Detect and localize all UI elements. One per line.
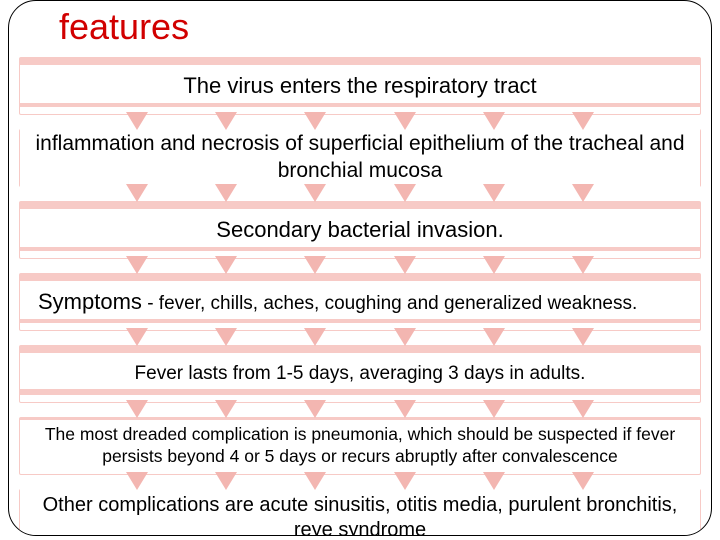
flow-container: The virus enters the respiratory tract i… [9,57,711,536]
arrow-set [19,184,701,202]
arrow-set [19,400,701,418]
down-arrow-icon [572,112,594,130]
symptoms-rest: - fever, chills, aches, coughing and gen… [142,293,637,314]
down-arrow-icon [304,112,326,130]
down-arrow-icon [126,328,148,346]
arrow-gap [19,115,701,129]
down-arrow-icon [304,256,326,274]
down-arrow-icon [572,400,594,418]
down-arrow-icon [572,472,594,490]
down-arrow-icon [126,400,148,418]
arrow-set [19,472,701,490]
down-arrow-icon [483,328,505,346]
down-arrow-icon [215,472,237,490]
down-arrow-icon [483,472,505,490]
flow-step: Secondary bacterial invasion. [19,201,701,259]
down-arrow-icon [483,256,505,274]
down-arrow-icon [394,184,416,202]
flow-step-text: The most dreaded complication is pneumon… [20,420,700,472]
down-arrow-icon [215,328,237,346]
down-arrow-icon [483,400,505,418]
down-arrow-icon [304,184,326,202]
arrow-set [19,328,701,346]
down-arrow-icon [126,184,148,202]
flow-step-text: Fever lasts from 1-5 days, averaging 3 d… [20,358,700,390]
arrow-gap [19,475,701,489]
flow-step: The most dreaded complication is pneumon… [19,417,701,475]
arrow-set [19,256,701,274]
slide-title: features [9,1,711,57]
flow-step-text: The virus enters the respiratory tract [20,68,700,104]
flow-step-text: inflammation and necrosis of superficial… [20,127,700,188]
flow-step: Fever lasts from 1-5 days, averaging 3 d… [19,345,701,403]
down-arrow-icon [483,184,505,202]
down-arrow-icon [126,112,148,130]
down-arrow-icon [304,400,326,418]
flow-step-text: Other complications are acute sinusitis,… [20,489,700,536]
down-arrow-icon [215,184,237,202]
arrow-set [19,112,701,130]
down-arrow-icon [483,112,505,130]
flow-step-text: Secondary bacterial invasion. [20,212,700,248]
down-arrow-icon [126,256,148,274]
down-arrow-icon [304,328,326,346]
down-arrow-icon [572,184,594,202]
down-arrow-icon [394,256,416,274]
arrow-gap [19,187,701,201]
down-arrow-icon [215,256,237,274]
slide-frame: features The virus enters the respirator… [8,0,712,536]
flow-step: The virus enters the respiratory tract [19,57,701,115]
flow-step-text: Symptoms - fever, chills, aches, coughin… [20,284,700,320]
down-arrow-icon [304,472,326,490]
down-arrow-icon [215,112,237,130]
arrow-gap [19,259,701,273]
down-arrow-icon [394,472,416,490]
flow-step: Other complications are acute sinusitis,… [19,489,701,536]
down-arrow-icon [572,256,594,274]
down-arrow-icon [394,112,416,130]
down-arrow-icon [394,328,416,346]
flow-step: inflammation and necrosis of superficial… [19,129,701,187]
down-arrow-icon [126,472,148,490]
down-arrow-icon [572,328,594,346]
arrow-gap [19,403,701,417]
arrow-gap [19,331,701,345]
down-arrow-icon [394,400,416,418]
symptoms-lead: Symptoms [38,289,142,314]
flow-step: Symptoms - fever, chills, aches, coughin… [19,273,701,331]
down-arrow-icon [215,400,237,418]
